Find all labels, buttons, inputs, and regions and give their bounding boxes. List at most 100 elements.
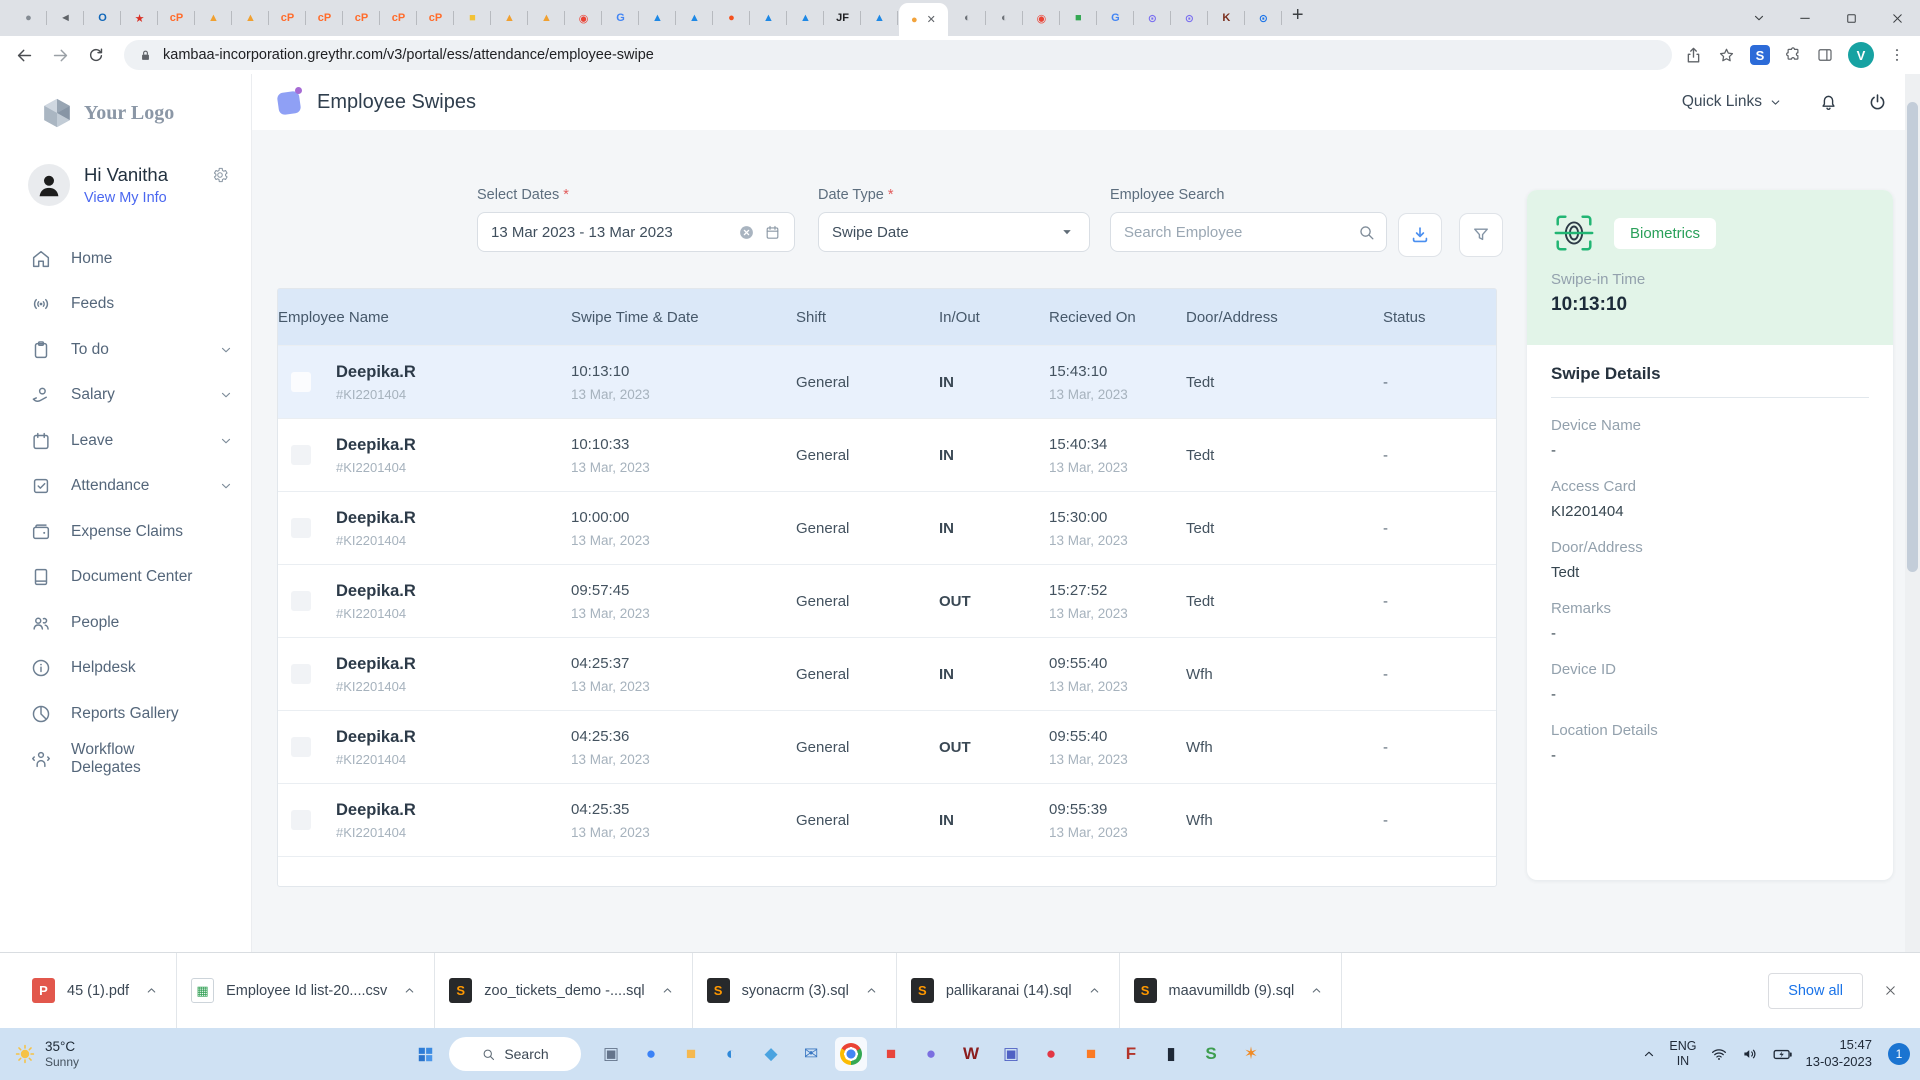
page-scrollbar[interactable]	[1905, 74, 1920, 952]
sidebar-item[interactable]: Home	[0, 236, 251, 282]
globe-tab[interactable]: ◐	[986, 0, 1023, 36]
sidebar-item[interactable]: Leave	[0, 418, 251, 464]
ticket-tab[interactable]: ★	[121, 0, 158, 36]
zoho-cliq[interactable]: ●	[1045, 1044, 1057, 1063]
search-icon[interactable]	[1357, 223, 1376, 242]
table-row[interactable]: Deepika.R #KI2201404 04:25:36 13 Mar, 202…	[278, 710, 1496, 783]
row-checkbox[interactable]	[291, 518, 311, 538]
scrollbar-thumb[interactable]	[1907, 102, 1918, 572]
back-icon[interactable]	[8, 39, 40, 71]
chevron-up-icon[interactable]	[1642, 1047, 1656, 1061]
row-checkbox[interactable]	[291, 664, 311, 684]
cpanel-tab[interactable]: cP	[343, 0, 380, 36]
share-icon[interactable]	[1684, 46, 1703, 65]
taskbar-search[interactable]: Search	[449, 1037, 581, 1071]
start-button[interactable]	[416, 1045, 435, 1064]
download-item[interactable]: P 45 (1).pdf	[18, 953, 178, 1028]
date-range-input[interactable]: 13 Mar 2023 - 13 Mar 2023	[477, 212, 795, 252]
cpanel-tab[interactable]: cP	[269, 0, 306, 36]
maps-tab[interactable]: ◉	[1023, 0, 1060, 36]
phpmyadmin-tab[interactable]: ▲	[195, 0, 232, 36]
download-item[interactable]: S pallikaranai (14).sql	[897, 953, 1120, 1028]
sidebar-item[interactable]: Workflow Delegates	[0, 737, 251, 783]
table-row[interactable]: Deepika.R #KI2201404 10:00:00 13 Mar, 202…	[278, 491, 1496, 564]
chevron-up-icon[interactable]	[865, 984, 878, 997]
greythr-tab[interactable]: ▲	[861, 0, 898, 36]
cube-tab[interactable]: ■	[454, 0, 491, 36]
phpmyadmin-tab[interactable]: ▲	[491, 0, 528, 36]
chrome[interactable]: ●	[835, 1037, 867, 1071]
file-explorer[interactable]: ■	[685, 1044, 697, 1063]
power-icon[interactable]	[1867, 92, 1888, 113]
adobe[interactable]: ■	[885, 1044, 897, 1063]
mail[interactable]: ✉	[803, 1044, 819, 1063]
gear-icon[interactable]	[211, 166, 229, 184]
sync-tab[interactable]: ⊙	[1171, 0, 1208, 36]
clock[interactable]: 15:47 13-03-2023	[1806, 1037, 1873, 1071]
download-item[interactable]: S maavumilldb (9).sql	[1120, 953, 1343, 1028]
greythr-tab[interactable]: ▲	[639, 0, 676, 36]
sidebar-item[interactable]: To do	[0, 327, 251, 373]
download-button[interactable]	[1398, 213, 1442, 257]
filter-button[interactable]	[1459, 213, 1503, 257]
cpanel-tab[interactable]: cP	[417, 0, 454, 36]
forward-icon[interactable]	[44, 39, 76, 71]
table-row[interactable]: Deepika.R #KI2201404 10:13:10 13 Mar, 202…	[278, 345, 1496, 418]
sidebar-item[interactable]: Helpdesk	[0, 646, 251, 692]
volume-icon[interactable]	[1741, 1045, 1759, 1063]
globe-tab[interactable]: ◐	[949, 0, 986, 36]
active-tab[interactable]: ● ✕	[899, 3, 948, 36]
profile-avatar[interactable]: V	[1848, 42, 1874, 68]
download-item[interactable]: ▦ Employee Id list-20....csv	[177, 953, 436, 1028]
store[interactable]: ◆	[764, 1044, 778, 1063]
table-row[interactable]: Deepika.R #KI2201404 04:25:37 13 Mar, 202…	[278, 637, 1496, 710]
xampp[interactable]: ■	[1085, 1044, 1097, 1063]
sync-tab[interactable]: ⊙	[1134, 0, 1171, 36]
outlook-tab[interactable]: O	[84, 0, 121, 36]
tab-search-icon[interactable]	[1736, 0, 1782, 36]
side-panel-icon[interactable]	[1816, 46, 1834, 64]
tray-app[interactable]: ▣	[602, 1044, 620, 1063]
language-switcher[interactable]: ENG IN	[1669, 1039, 1697, 1068]
cpanel-tab[interactable]: cP	[380, 0, 417, 36]
maximize-button[interactable]	[1828, 0, 1874, 36]
wifi-icon[interactable]	[1710, 1045, 1728, 1063]
phpmyadmin-tab[interactable]: ▲	[232, 0, 269, 36]
k-tab[interactable]: K	[1208, 0, 1245, 36]
search-input[interactable]	[1124, 223, 1357, 241]
clear-icon[interactable]	[738, 224, 755, 241]
chat-tab[interactable]: ■	[1060, 0, 1097, 36]
weather-widget[interactable]: 35°C Sunny	[14, 1039, 79, 1069]
table-row[interactable]: Deepika.R #KI2201404 04:25:35 13 Mar, 202…	[278, 783, 1496, 856]
menu-dots-icon[interactable]	[1888, 46, 1906, 64]
table-row[interactable]: Deepika.R #KI2201404 10:10:33 13 Mar, 202…	[278, 418, 1496, 491]
filezilla[interactable]: F	[1125, 1044, 1137, 1063]
google-tab[interactable]: G	[602, 0, 639, 36]
maps-tab[interactable]: ◉	[565, 0, 602, 36]
minimize-button[interactable]	[1782, 0, 1828, 36]
row-checkbox[interactable]	[291, 810, 311, 830]
zoho-tab[interactable]: ●	[713, 0, 750, 36]
teams[interactable]: ▣	[1002, 1044, 1020, 1063]
bell-icon[interactable]	[1818, 92, 1839, 113]
sidebar-item[interactable]: Expense Claims	[0, 509, 251, 555]
reload-icon[interactable]	[80, 39, 112, 71]
row-checkbox[interactable]	[291, 591, 311, 611]
phpmyadmin-tab[interactable]: ▲	[528, 0, 565, 36]
show-all-button[interactable]: Show all	[1768, 972, 1863, 1009]
chevron-up-icon[interactable]	[145, 984, 158, 997]
greythr-tab[interactable]: ▲	[750, 0, 787, 36]
view-my-info-link[interactable]: View My Info	[84, 190, 167, 206]
address-bar[interactable]: kambaa-incorporation.greythr.com/v3/port…	[124, 40, 1672, 70]
user-avatar[interactable]	[28, 164, 70, 206]
new-tab-button[interactable]: +	[1291, 3, 1304, 26]
extension-s-icon[interactable]: S	[1750, 45, 1770, 65]
table-row[interactable]: Deepika.R #KI2201404 09:57:45 13 Mar, 202…	[278, 564, 1496, 637]
sidebar-item[interactable]: Feeds	[0, 282, 251, 328]
downloads-close-icon[interactable]	[1883, 983, 1898, 998]
jf-tab[interactable]: JF	[824, 0, 861, 36]
sidebar-item[interactable]: People	[0, 600, 251, 646]
notification-badge[interactable]: 1	[1888, 1043, 1910, 1065]
greythr-tab[interactable]: ▲	[676, 0, 713, 36]
bookmark-star-icon[interactable]	[1717, 46, 1736, 65]
